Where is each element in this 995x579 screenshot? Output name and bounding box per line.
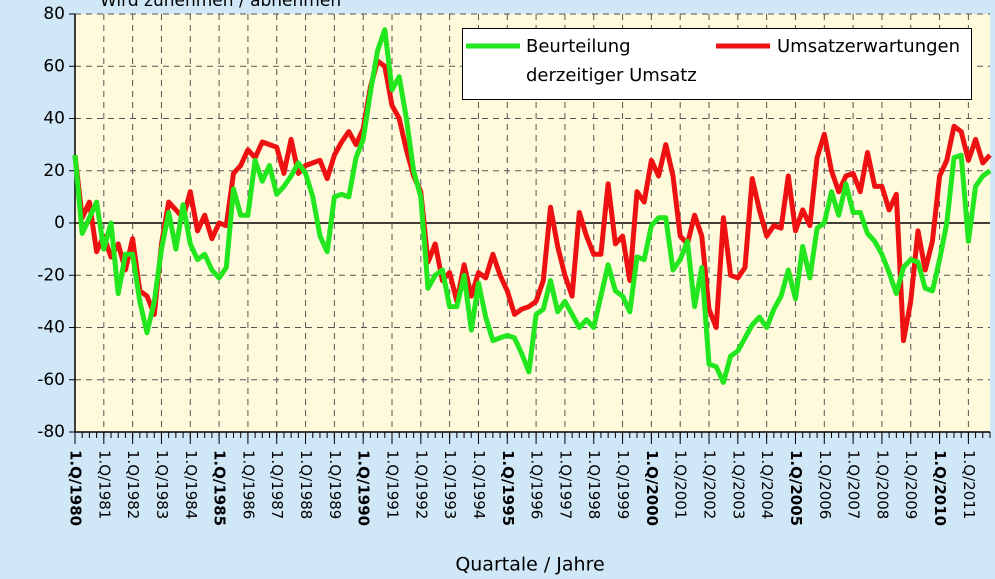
series-line (72, 58, 992, 344)
x-tick-label: 1.Q/2008 (873, 450, 891, 519)
annotation: Wird zunehmen / abnehmen (100, 0, 341, 11)
x-tick-label: 1.Q/1995 (499, 450, 517, 526)
x-tick-label: 1.Q/2000 (643, 450, 661, 526)
x-tick-label: 1.Q/1998 (585, 450, 603, 519)
x-axis-label: Quartale / Jahre (455, 554, 604, 576)
y-tick-label: 60 (43, 56, 65, 76)
legend (462, 28, 972, 100)
x-tick-label: 1.Q/1984 (182, 450, 200, 519)
x-tick-label: 1.Q/1981 (95, 450, 113, 519)
x-tick-label: 1.Q/1997 (556, 450, 574, 519)
x-tick-label: 1.Q/1985 (211, 450, 229, 526)
x-tick-label: 1.Q/2004 (758, 450, 776, 519)
x-tick-label: 1.Q/1993 (441, 450, 459, 519)
x-tick-label: 1.Q/1996 (528, 450, 546, 519)
x-tick-label: 1.Q/2001 (672, 450, 690, 519)
x-tick-label: 1.Q/2002 (701, 450, 719, 519)
x-tick-label: 1.Q/2009 (902, 450, 920, 519)
y-tick-label: -20 (37, 265, 65, 285)
x-tick-label: 1.Q/1988 (297, 450, 315, 519)
x-tick-label: 1.Q/1987 (268, 450, 286, 519)
x-tick-label: 1.Q/1989 (326, 450, 344, 519)
x-tick-label: 1.Q/1992 (412, 450, 430, 519)
x-tick-label: 1.Q/1991 (384, 450, 402, 519)
x-tick-label: 1.Q/1999 (614, 450, 632, 519)
y-tick-label: -40 (37, 318, 65, 338)
y-tick-label: -80 (37, 422, 65, 442)
x-tick-label: 1.Q/2007 (845, 450, 863, 519)
x-tick-label: 1.Q/2010 (931, 450, 949, 526)
x-tick-label: 1.Q/1986 (239, 450, 257, 519)
y-tick-label: 0 (54, 213, 65, 233)
x-tick-label: 1.Q/1980 (67, 450, 85, 526)
x-tick-label: 1.Q/1990 (355, 450, 373, 526)
x-tick-label: 1.Q/1982 (124, 450, 142, 519)
legend-label: Umsatzerwartungen (777, 36, 961, 57)
x-tick-label: 1.Q/2011 (960, 450, 978, 519)
x-tick-label: 1.Q/2006 (816, 450, 834, 519)
y-tick-label: 40 (43, 109, 65, 129)
y-tick-label: 20 (43, 161, 65, 181)
legend-label: Beurteilung derzeitiger Umsatz (526, 36, 697, 86)
x-tick-label: 1.Q/1994 (470, 450, 488, 519)
series-line (72, 27, 992, 385)
y-tick-label: -60 (37, 370, 65, 390)
x-tick-label: 1.Q/1983 (153, 450, 171, 519)
x-tick-label: 1.Q/2005 (787, 450, 805, 526)
x-tick-label: 1.Q/2003 (729, 450, 747, 519)
y-tick-label: 80 (43, 4, 65, 24)
